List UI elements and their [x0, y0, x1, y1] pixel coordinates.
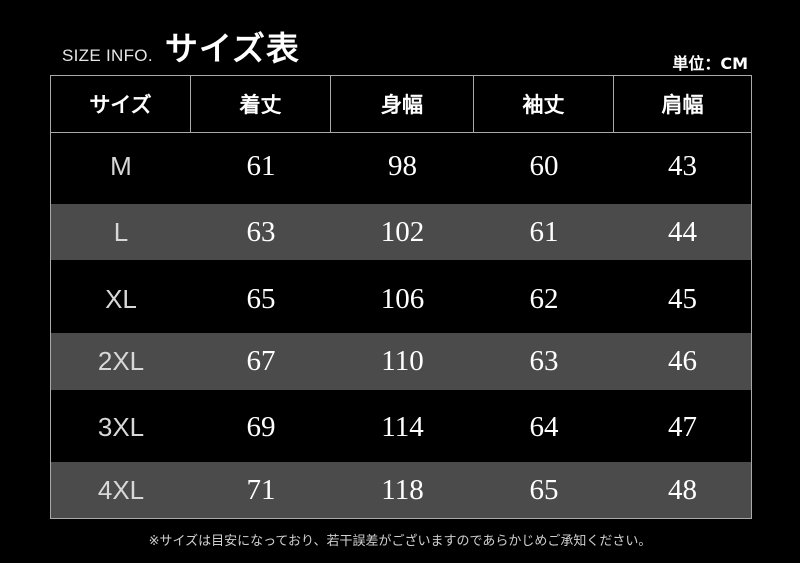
- length-cell: 63: [246, 215, 276, 248]
- unit-label: 単位：CM: [672, 54, 748, 73]
- title-japanese: サイズ表: [164, 29, 300, 68]
- table-row: 2XL 67 110 63 46: [51, 333, 751, 390]
- header-width: 身幅: [331, 76, 474, 132]
- footnote: ※サイズは目安になっており、若干誤差がございますのであらかじめご承知ください。: [148, 534, 652, 549]
- size-cell: 3XL: [97, 411, 145, 442]
- title-english: SIZE INFO.: [62, 46, 153, 65]
- table-row: M 61 98 60 43: [51, 133, 751, 199]
- size-cell: XL: [105, 283, 137, 314]
- table-row: 4XL 71 118 65 48: [51, 462, 751, 518]
- sleeve-cell: 63: [529, 345, 559, 377]
- shoulder-cell: 48: [668, 473, 697, 506]
- shoulder-cell: 45: [668, 282, 697, 315]
- size-cell: 4XL: [97, 474, 145, 505]
- title-row: SIZE INFO. サイズ表: [62, 22, 300, 70]
- sleeve-cell: 60: [529, 149, 559, 182]
- shoulder-cell: 44: [668, 215, 697, 248]
- shoulder-cell: 47: [668, 410, 697, 443]
- table-row: L 63 102 61 44: [51, 204, 751, 260]
- sleeve-cell: 61: [529, 215, 559, 248]
- table-row: XL 65 106 62 45: [51, 266, 751, 332]
- width-cell: 102: [380, 215, 425, 248]
- length-cell: 67: [246, 345, 276, 377]
- width-cell: 98: [388, 149, 417, 182]
- sleeve-cell: 62: [529, 282, 559, 315]
- header-size: サイズ: [51, 76, 191, 132]
- width-cell: 106: [380, 282, 425, 315]
- size-cell: L: [113, 216, 129, 247]
- width-cell: 114: [381, 410, 424, 443]
- header-shoulder: 肩幅: [661, 93, 704, 117]
- length-cell: 61: [246, 149, 276, 182]
- size-table: サイズ 着丈 身幅 袖丈 肩幅 M 61 98 60 43 L 63 102 6…: [50, 75, 752, 519]
- table-row: 3XL 69 114 64 47: [51, 394, 751, 460]
- length-cell: 65: [246, 282, 276, 315]
- length-cell: 69: [246, 410, 276, 443]
- width-cell: 110: [381, 345, 424, 377]
- header-sleeve: 袖丈: [474, 76, 614, 132]
- sleeve-cell: 65: [529, 473, 559, 506]
- width-cell: 118: [381, 473, 424, 506]
- sleeve-cell: 64: [529, 410, 559, 443]
- shoulder-cell: 46: [668, 345, 697, 377]
- length-cell: 71: [246, 473, 276, 506]
- shoulder-cell: 43: [668, 149, 697, 182]
- size-cell: 2XL: [97, 346, 145, 376]
- table-header-row: サイズ 着丈 身幅 袖丈 肩幅: [51, 76, 751, 133]
- size-cell: M: [110, 150, 132, 181]
- header-length: 着丈: [191, 76, 331, 132]
